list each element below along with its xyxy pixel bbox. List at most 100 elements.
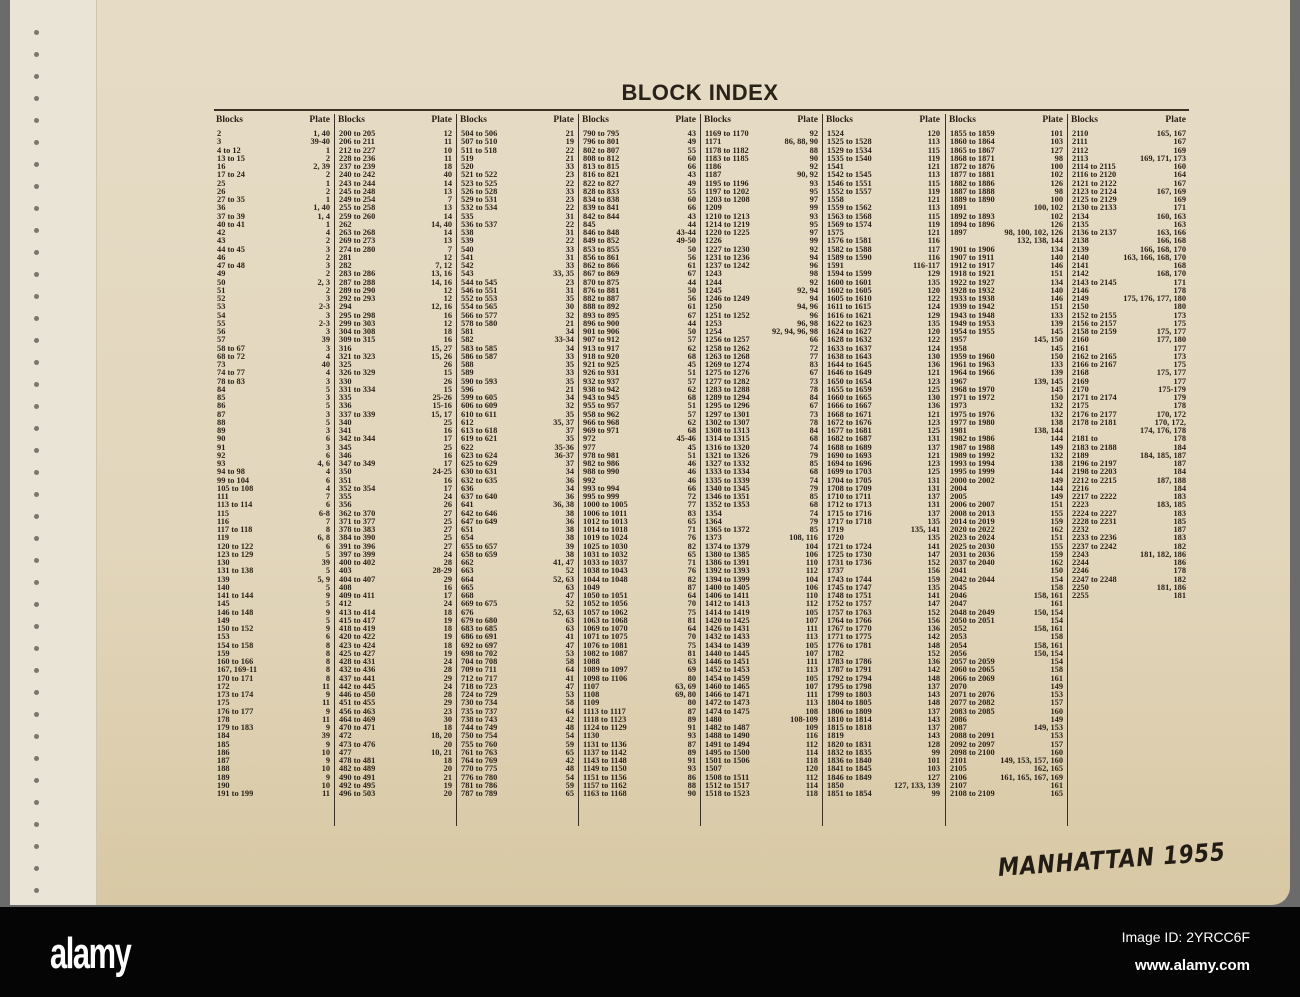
block-range: 17 to 24 [217,170,245,180]
table-row: 625 to 629 37 [457,459,577,468]
table-row: 523 to 525 22 [457,179,577,188]
plate-number: 19 [443,780,452,790]
plate-number: 49-50 [676,236,696,246]
table-row: 130 39 [213,558,333,567]
table-row: 189 9 [213,772,333,782]
table-row: 403 28-29 [335,566,455,575]
block-range: 2166 to 2167 [1072,360,1117,369]
block-range: 335 [339,393,352,402]
plate-number: 3 [325,343,330,353]
table-row: 1841 to 1845 103 [823,764,943,773]
block-range: 84 [217,384,226,394]
block-range: 2086 [950,714,967,724]
binding-hole [34,382,39,387]
table-row: 1131 to 1136 87 [579,740,699,749]
table-row: 637 to 640 36 [457,492,577,501]
table-row: 1611 to 1615 124 [823,302,943,311]
plate-number: 115 [927,178,940,188]
index-column: Blocks Plate 1855 to 1859 101 1860 to 1864 10… [945,114,1066,826]
block-range: 1933 to 1938 [950,294,995,303]
block-range: 1333 to 1334 [705,467,750,477]
block-range: 200 to 205 [339,129,376,138]
plate-number: 63 [687,657,696,666]
block-range: 750 to 754 [461,731,498,741]
block-range: 93 [217,459,226,468]
plate-number: 175, 177 [1156,327,1186,336]
table-row: 1591 116-117 [823,261,943,270]
table-row: 1964 to 1966 139 [946,368,1066,378]
table-row: 1563 to 1568 115 [823,212,943,221]
block-range: 610 to 611 [461,409,497,419]
block-range: 2116 to 2120 [1072,170,1117,180]
block-range: 1246 to 1249 [705,294,750,303]
block-range: 2243 [1072,549,1089,559]
table-row: 1877 to 1881 102 [946,170,1066,179]
plate-number: 113 [927,203,940,213]
block-range: 240 to 242 [339,170,376,180]
table-row: 776 to 780 54 [457,773,577,782]
table-row: 351 16 [335,476,455,485]
page-title: BLOCK INDEX [621,80,779,105]
table-row: 813 to 815 66 [579,162,699,171]
table-row: 1719 135, 141 [823,525,943,534]
table-row: 1995 to 1999 144 [946,467,1066,477]
plate-number: 24 [443,657,452,666]
table-row: 1412 to 1413 112 [701,599,821,608]
block-range: 1737 [827,566,844,576]
block-range: 1666 to 1667 [827,401,872,411]
plate-number: 144 [1050,467,1063,477]
plate-number: 86 [687,772,696,782]
plate-number: 102 [1050,211,1063,221]
plate-number: 116-117 [913,261,940,270]
plate-number: 32 [565,401,574,411]
table-row: 1688 to 1689 137 [823,442,943,452]
plate-number: 154 [1050,615,1063,625]
plate-number: 9 [325,772,330,782]
table-row: 542 33 [457,261,577,270]
block-range: 249 to 254 [339,195,376,204]
table-row: 521 to 522 23 [457,170,577,179]
plate-number: 57 [687,409,696,419]
block-range: 1792 to 1794 [827,673,872,683]
table-row: 1321 to 1326 79 [701,451,821,460]
table-row: 263 to 268 14 [335,228,455,237]
block-range: 1253 [705,318,722,328]
table-row: 1482 to 1487 109 [701,723,821,732]
plate-number: 53 [565,648,574,658]
block-range: 172 [217,681,230,691]
plate-number: 97 [809,195,818,204]
table-row: 1263 to 1268 77 [701,352,821,361]
plate-number: 137 [927,442,940,452]
table-row: 913 to 917 62 [579,343,699,353]
block-range: 1210 to 1213 [705,211,750,221]
block-range: 867 to 869 [583,269,620,279]
plate-number: 74 [809,442,818,452]
plate-number: 133 [1050,310,1063,320]
table-row: 294 12, 16 [335,302,455,311]
table-row: 1559 to 1562 113 [823,203,943,213]
table-row: 943 to 945 68 [579,393,699,402]
table-row: 1860 to 1864 103 [946,137,1066,146]
plate-number: 37 [565,459,574,468]
block-range: 1591 [827,261,844,270]
table-row: 186 10 [213,748,333,757]
plate-number: 51 [687,368,696,378]
block-range: 412 [339,599,352,609]
block-range: 704 to 708 [461,657,498,666]
table-row: 1939 to 1942 151 [946,302,1066,311]
table-row: 326 to 329 15 [335,368,455,377]
plate-number: 81 [687,615,696,625]
block-range: 1650 to 1654 [827,376,872,386]
block-range: 42 [217,228,226,237]
table-row: 921 to 925 45 [579,360,699,369]
block-range: 630 to 631 [461,467,498,477]
table-row: 918 to 920 68 [579,352,699,361]
plate-number: 139 [1050,368,1063,378]
plate-number: 18 [443,327,452,336]
block-range: 490 to 491 [339,772,376,782]
block-range: 428 to 431 [339,657,376,666]
table-row: 1014 to 1018 71 [579,525,699,534]
plate-number: 62 [687,343,696,353]
table-row: 295 to 298 16 [335,311,455,320]
plate-number: 69 [687,665,696,675]
